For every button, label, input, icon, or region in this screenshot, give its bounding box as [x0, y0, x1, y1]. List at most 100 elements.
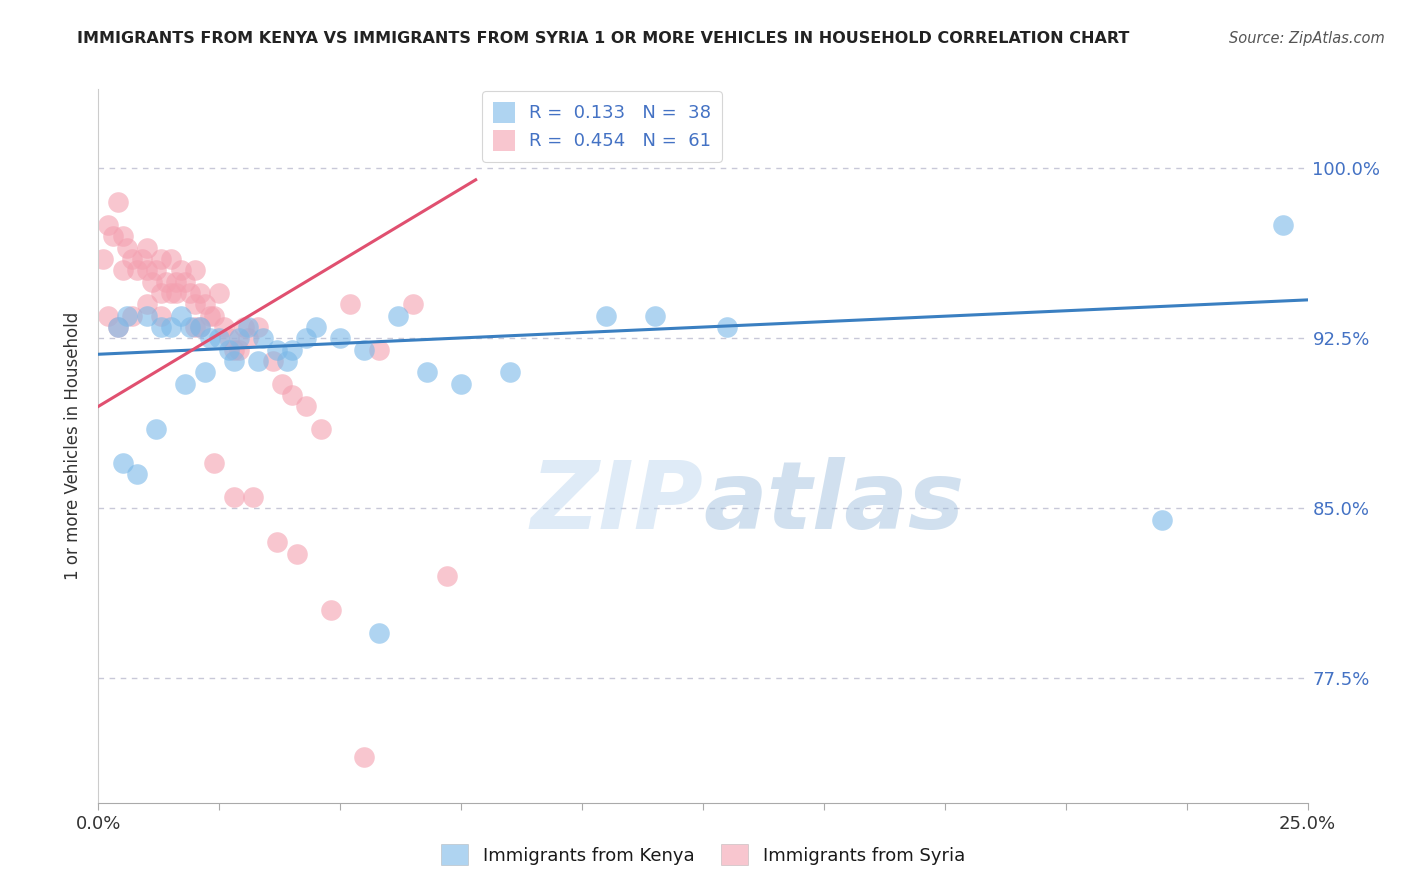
Point: [305, 320, 328, 334]
Point: [228, 343, 250, 357]
Y-axis label: 1 or more Vehicles in Household: 1 or more Vehicles in Household: [65, 312, 83, 580]
Point: [436, 569, 458, 583]
Point: [242, 490, 264, 504]
Point: [368, 626, 391, 640]
Point: [281, 343, 304, 357]
Point: [402, 297, 425, 311]
Point: [252, 331, 274, 345]
Point: [247, 354, 270, 368]
Legend: R =  0.133   N =  38, R =  0.454   N =  61: R = 0.133 N = 38, R = 0.454 N = 61: [482, 91, 723, 161]
Point: [194, 365, 217, 379]
Point: [416, 365, 439, 379]
Point: [127, 263, 149, 277]
Point: [131, 252, 153, 266]
Point: [121, 252, 143, 266]
Point: [276, 354, 298, 368]
Point: [150, 252, 173, 266]
Point: [111, 456, 134, 470]
Text: ZIP: ZIP: [530, 457, 703, 549]
Point: [368, 343, 391, 357]
Point: [222, 354, 245, 368]
Point: [135, 297, 157, 311]
Point: [165, 275, 187, 289]
Point: [353, 343, 375, 357]
Point: [281, 388, 304, 402]
Point: [208, 331, 231, 345]
Point: [117, 241, 139, 255]
Text: atlas: atlas: [703, 457, 965, 549]
Point: [184, 263, 207, 277]
Point: [97, 309, 120, 323]
Point: [262, 354, 284, 368]
Point: [135, 309, 157, 323]
Point: [595, 309, 617, 323]
Point: [111, 229, 134, 244]
Text: IMMIGRANTS FROM KENYA VS IMMIGRANTS FROM SYRIA 1 OR MORE VEHICLES IN HOUSEHOLD C: IMMIGRANTS FROM KENYA VS IMMIGRANTS FROM…: [77, 31, 1129, 46]
Point: [107, 320, 129, 334]
Point: [107, 320, 129, 334]
Point: [150, 286, 173, 301]
Point: [155, 275, 177, 289]
Point: [160, 252, 183, 266]
Point: [150, 320, 173, 334]
Point: [121, 309, 143, 323]
Point: [174, 376, 197, 391]
Legend: Immigrants from Kenya, Immigrants from Syria: Immigrants from Kenya, Immigrants from S…: [434, 837, 972, 872]
Point: [498, 365, 520, 379]
Point: [266, 343, 288, 357]
Point: [127, 467, 149, 482]
Point: [295, 400, 318, 414]
Point: [295, 331, 318, 345]
Point: [145, 263, 167, 277]
Point: [107, 195, 129, 210]
Point: [135, 263, 157, 277]
Point: [198, 309, 221, 323]
Point: [204, 309, 226, 323]
Point: [212, 320, 235, 334]
Point: [145, 422, 167, 436]
Point: [232, 320, 254, 334]
Point: [218, 331, 240, 345]
Point: [238, 320, 260, 334]
Point: [91, 252, 114, 266]
Point: [339, 297, 361, 311]
Point: [208, 286, 231, 301]
Point: [716, 320, 738, 334]
Point: [135, 241, 157, 255]
Point: [101, 229, 124, 244]
Point: [271, 376, 294, 391]
Point: [1272, 218, 1295, 232]
Point: [198, 331, 221, 345]
Point: [247, 320, 270, 334]
Point: [179, 286, 201, 301]
Point: [228, 331, 250, 345]
Point: [169, 309, 191, 323]
Point: [174, 275, 197, 289]
Point: [184, 320, 207, 334]
Point: [188, 320, 211, 334]
Point: [387, 309, 409, 323]
Point: [309, 422, 332, 436]
Point: [111, 263, 134, 277]
Point: [169, 263, 191, 277]
Point: [266, 535, 288, 549]
Point: [150, 309, 173, 323]
Point: [160, 286, 183, 301]
Point: [204, 456, 226, 470]
Point: [194, 297, 217, 311]
Point: [285, 547, 308, 561]
Point: [117, 309, 139, 323]
Point: [222, 343, 245, 357]
Point: [184, 297, 207, 311]
Point: [329, 331, 352, 345]
Point: [353, 750, 375, 764]
Point: [222, 490, 245, 504]
Point: [1152, 513, 1174, 527]
Point: [238, 331, 260, 345]
Point: [450, 376, 472, 391]
Point: [319, 603, 342, 617]
Point: [218, 343, 240, 357]
Text: Source: ZipAtlas.com: Source: ZipAtlas.com: [1229, 31, 1385, 46]
Point: [644, 309, 666, 323]
Point: [97, 218, 120, 232]
